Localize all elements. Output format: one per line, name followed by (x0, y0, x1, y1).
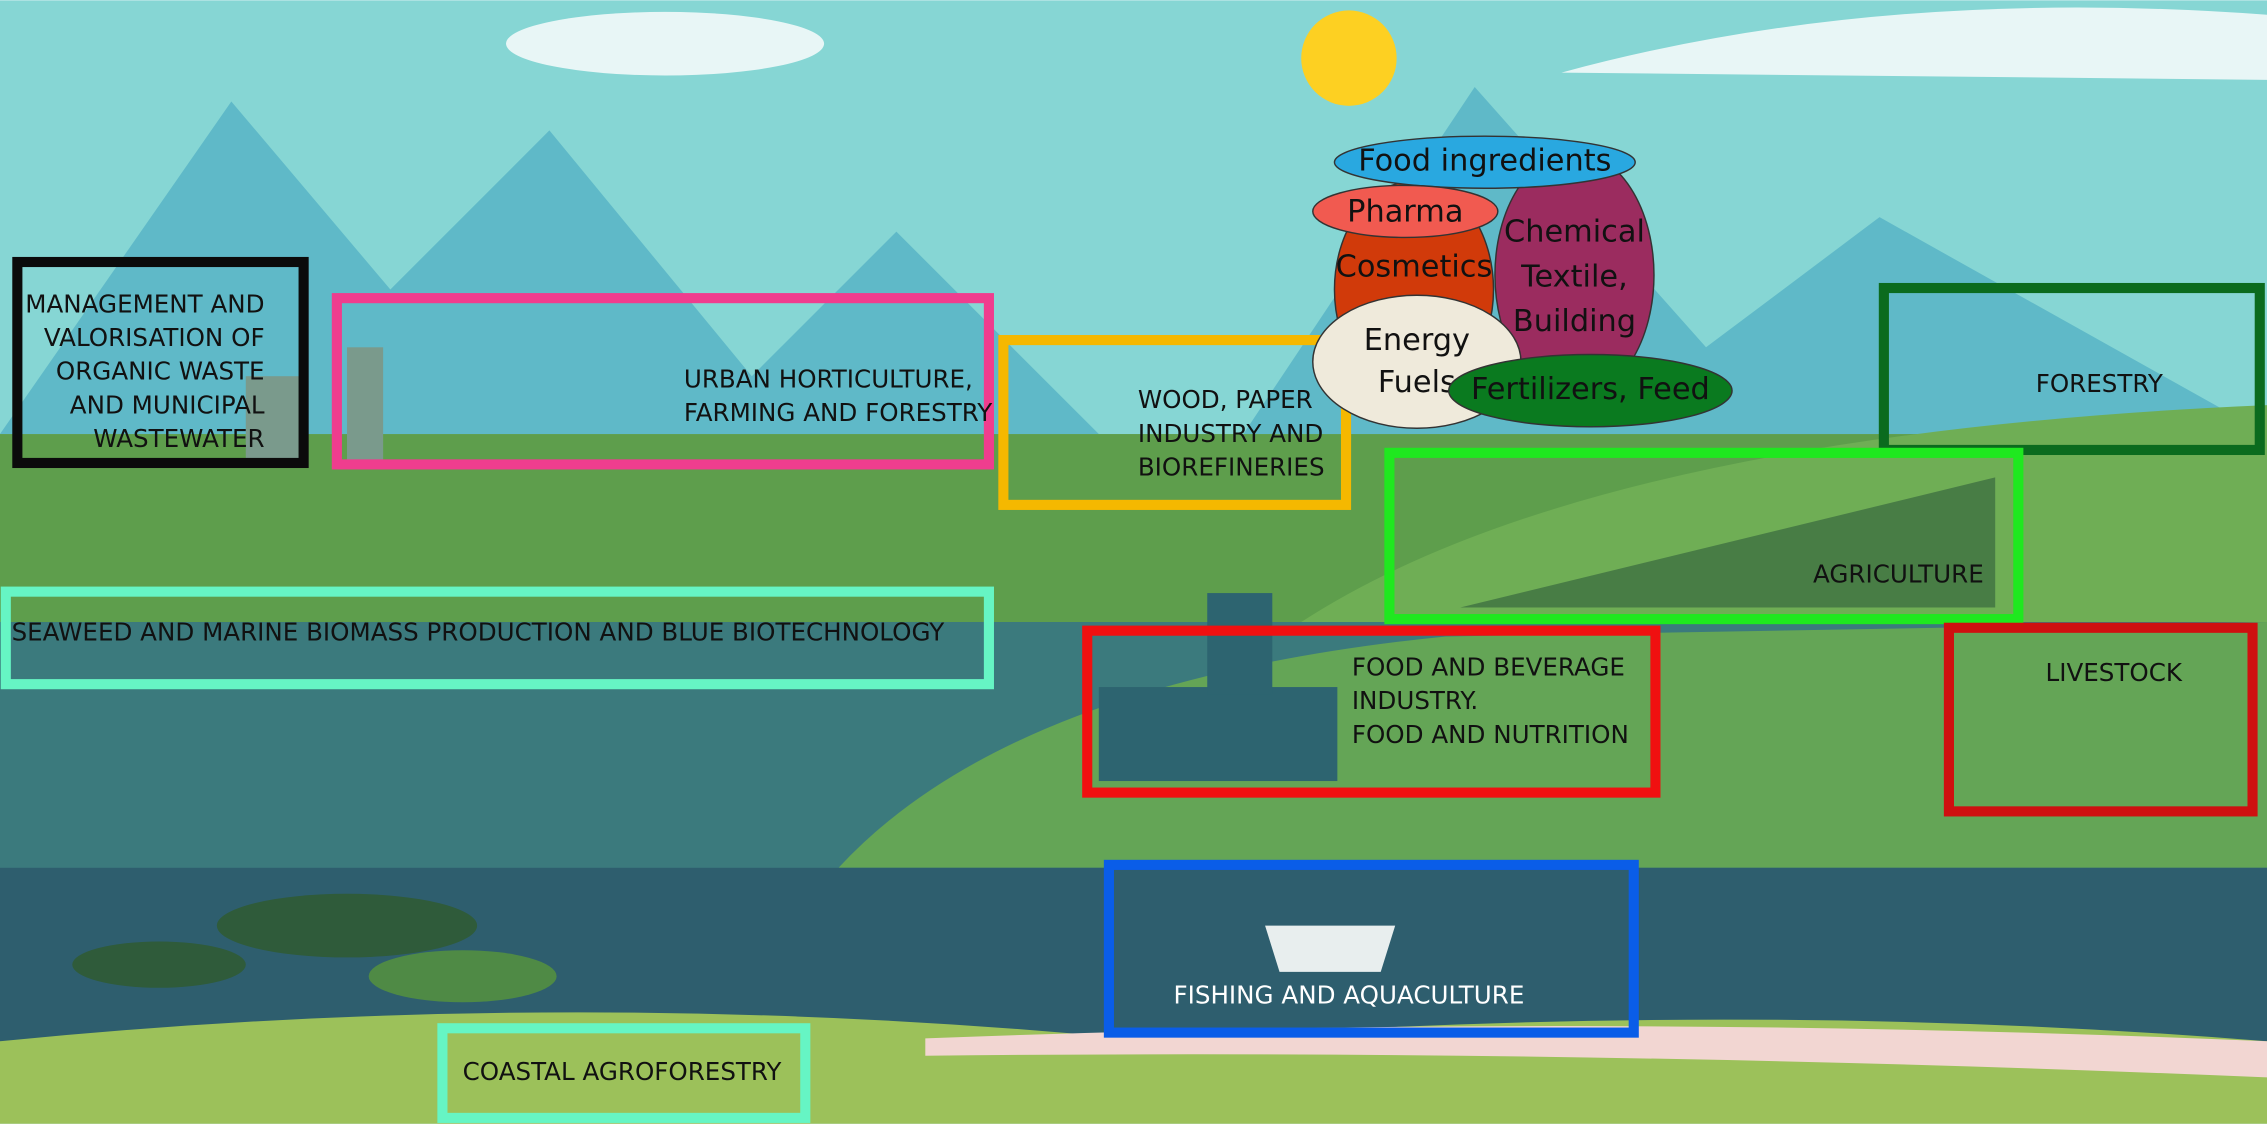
sector-label: MANAGEMENT AND (25, 289, 264, 318)
product-label: Food ingredients (1358, 144, 1611, 179)
product-label: Cosmetics (1336, 249, 1493, 284)
product-label: Pharma (1347, 194, 1463, 229)
sector-label: LIVESTOCK (2046, 658, 2183, 687)
bioeconomy-diagram: MANAGEMENT AND VALORISATION OF ORGANIC WAS… (0, 0, 2267, 1124)
sector-label: FARMING AND FORESTRY (684, 398, 993, 427)
product-label: Building (1513, 304, 1636, 339)
sector-label: BIOREFINERIES (1138, 453, 1325, 482)
product: Pharma (1313, 185, 1498, 237)
sector-label: FOOD AND BEVERAGE (1352, 652, 1625, 681)
sector-label: ORGANIC WASTE (56, 357, 265, 386)
product: Fertilizers, Feed (1449, 355, 1732, 427)
sector-label: FISHING AND AQUACULTURE (1174, 980, 1525, 1009)
sector-label: WASTEWATER (93, 424, 264, 453)
sector-label: FOOD AND NUTRITION (1352, 720, 1629, 749)
product-label: Textile, (1520, 259, 1628, 294)
product-label: Energy (1364, 323, 1470, 358)
sector-label: AGRICULTURE (1813, 560, 1984, 589)
sector-label: INDUSTRY AND (1138, 419, 1324, 448)
product-label: Fertilizers, Feed (1471, 372, 1710, 407)
sector-label: WOOD, PAPER (1138, 385, 1313, 414)
sector-label: AND MUNICIPAL (70, 390, 265, 419)
product-label: Chemical (1504, 215, 1645, 250)
sector-label: COASTAL AGROFORESTRY (463, 1057, 783, 1086)
sector-label: FORESTRY (2036, 369, 2164, 398)
sector-label: SEAWEED AND MARINE BIOMASS PRODUCTION AN… (12, 618, 946, 647)
sector-label: URBAN HORTICULTURE, (684, 365, 973, 394)
sector-label: VALORISATION OF (44, 323, 265, 352)
sector-label: INDUSTRY. (1352, 686, 1478, 715)
product-label: Fuels (1378, 365, 1456, 400)
product: Food ingredients (1334, 136, 1635, 188)
